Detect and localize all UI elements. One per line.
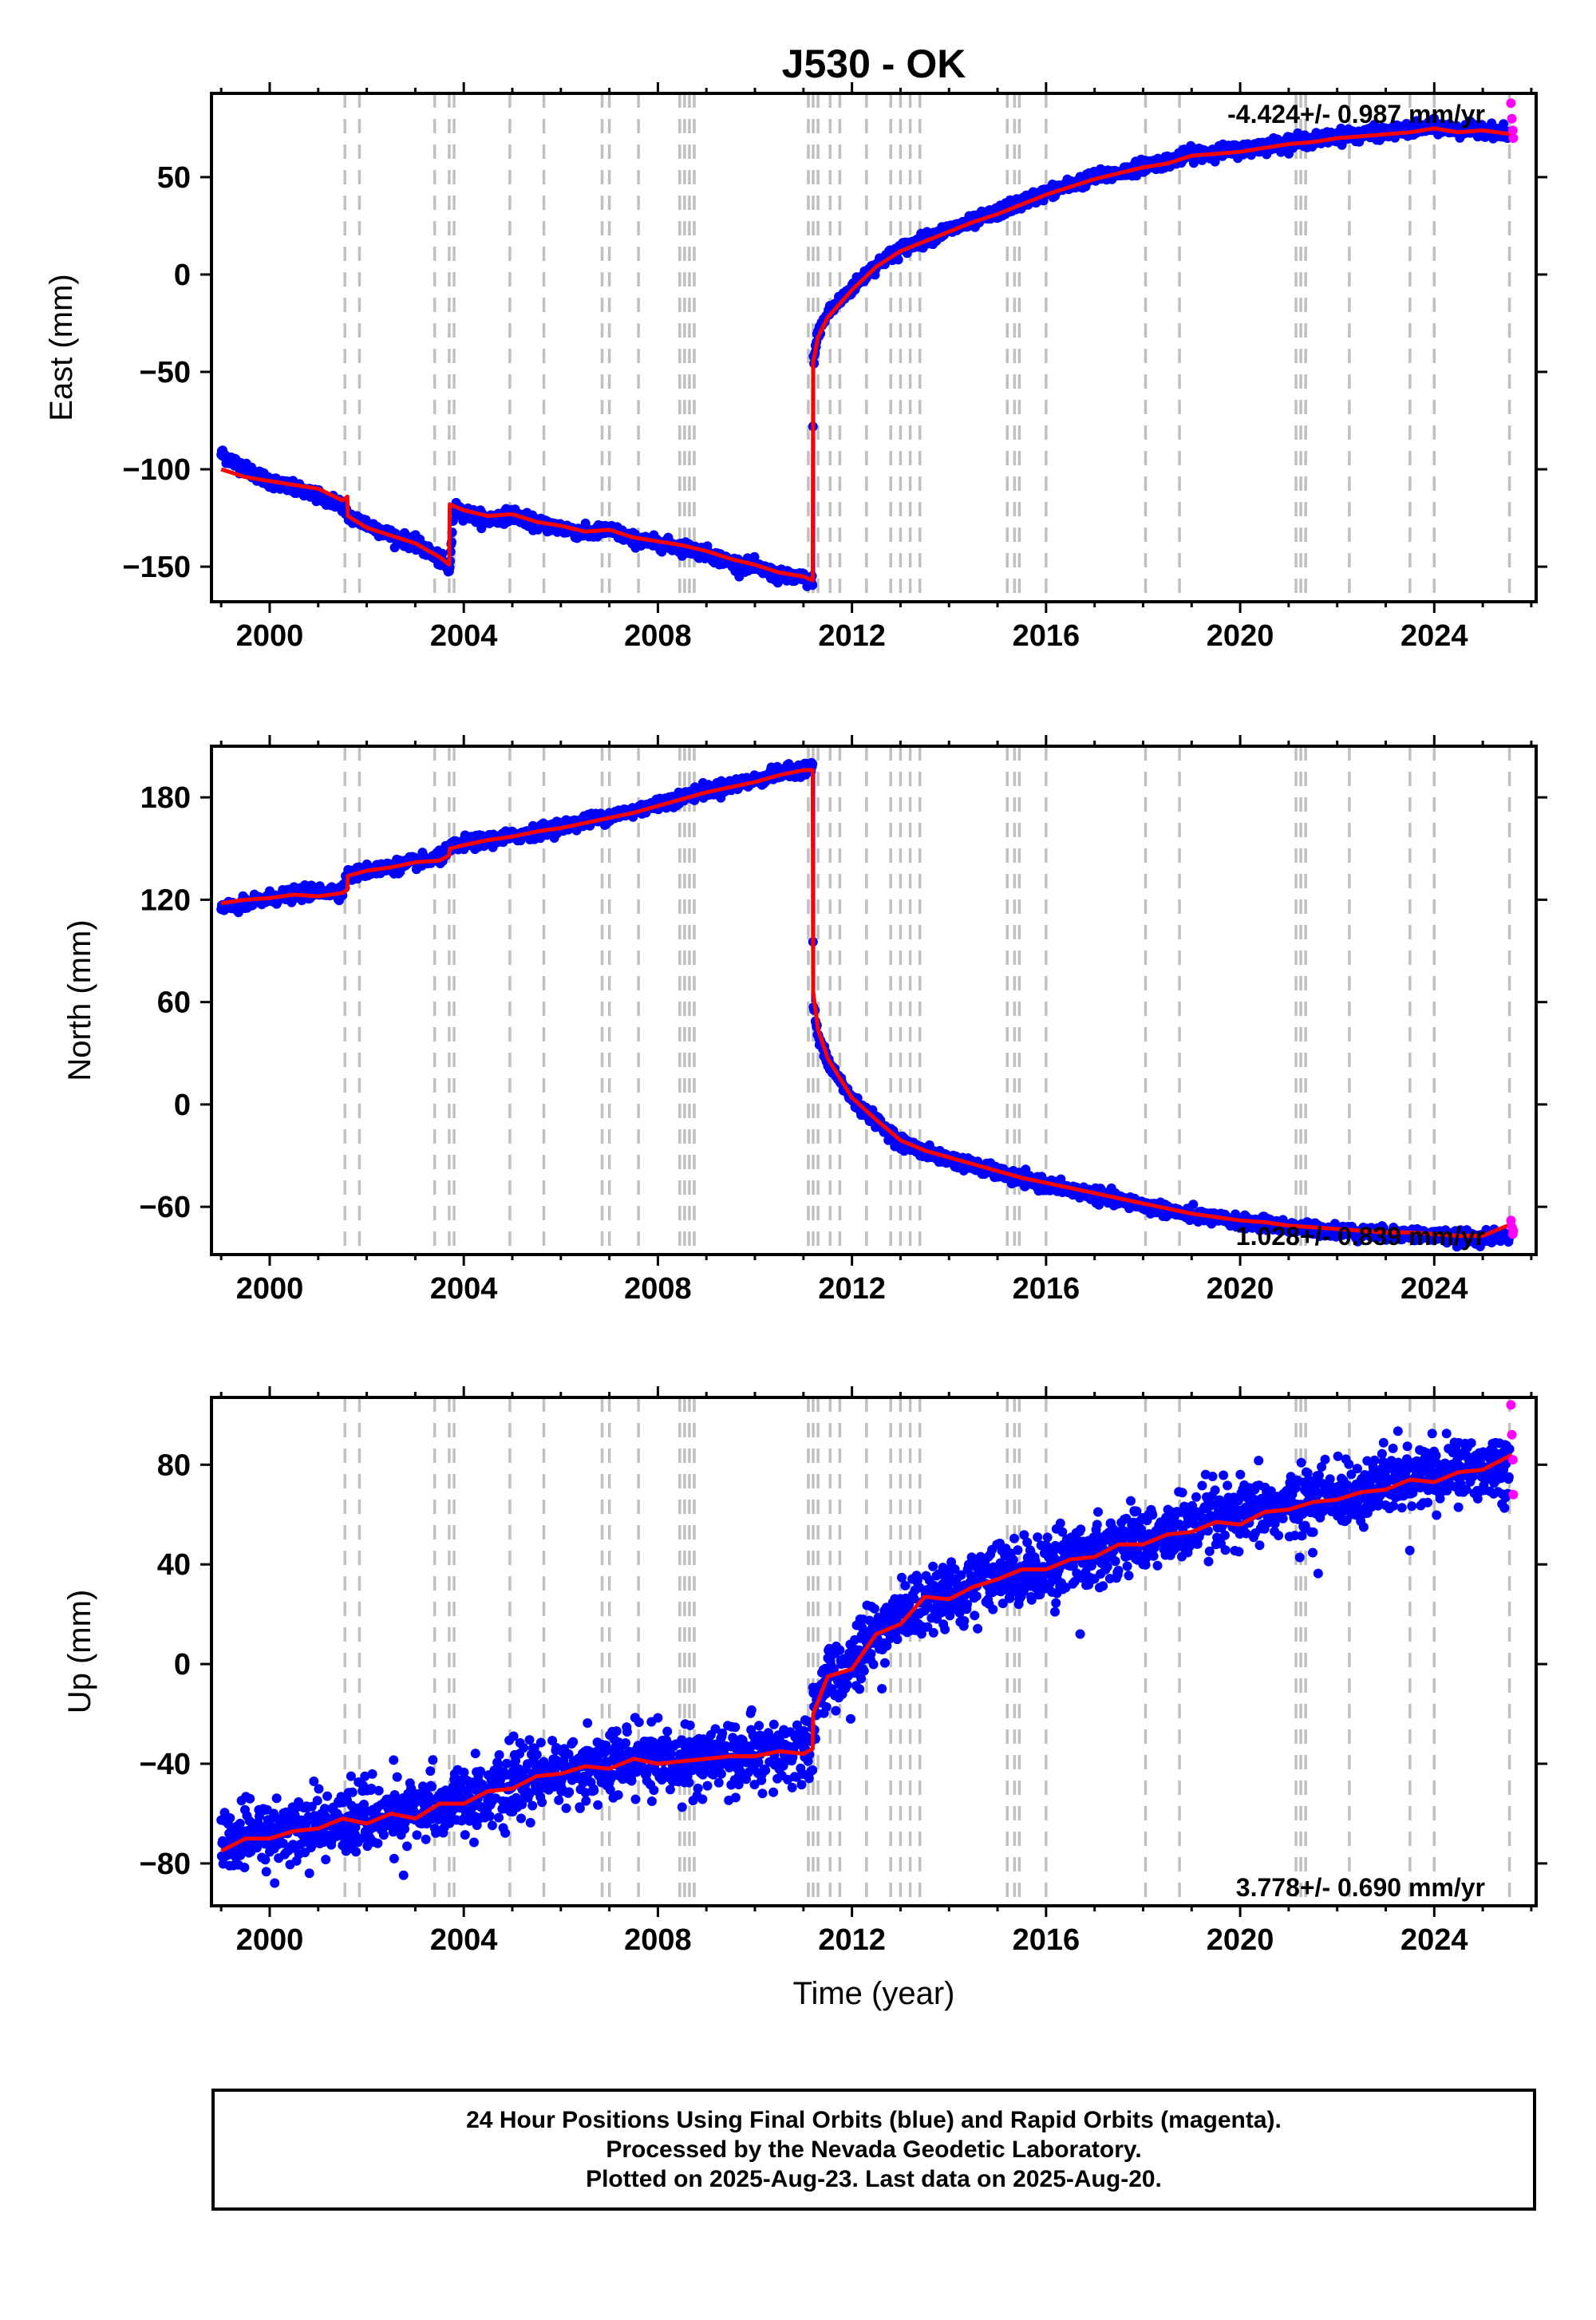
y-axis-label: East (mm): [44, 274, 79, 421]
rapid-orbit-point: [1508, 133, 1518, 143]
x-tick-label: 2020: [1207, 619, 1274, 653]
x-tick-label: 2016: [1013, 619, 1080, 653]
final-orbit-point: [1188, 1200, 1198, 1209]
panel-east: 2000 2004 2008 2012 2016 2020 2024 −150 −100 −50 0…: [44, 82, 1547, 653]
plot-area-east: [216, 93, 1518, 602]
final-orbit-point: [808, 759, 817, 769]
x-tick-label: 2024: [1400, 619, 1468, 653]
y-tick-label: 50: [157, 161, 191, 195]
y-tick-label: −150: [122, 551, 191, 584]
y-tick-label: 0: [174, 259, 191, 292]
y-tick-label: −100: [122, 453, 191, 487]
x-tick-label: 2004: [430, 619, 498, 653]
plot-frame: [211, 93, 1536, 602]
x-tick-label: 2000: [236, 619, 304, 653]
rate-label: -4.424+/- 0.987 mm/yr: [1227, 100, 1485, 128]
y-tick-label: −50: [140, 356, 191, 389]
rapid-orbit-point: [1506, 98, 1515, 108]
rapid-orbit-point: [1507, 114, 1517, 124]
x-tick-label: 2008: [624, 619, 692, 653]
x-tick-label: 2012: [818, 619, 886, 653]
plot-area-north: [216, 746, 1518, 1255]
